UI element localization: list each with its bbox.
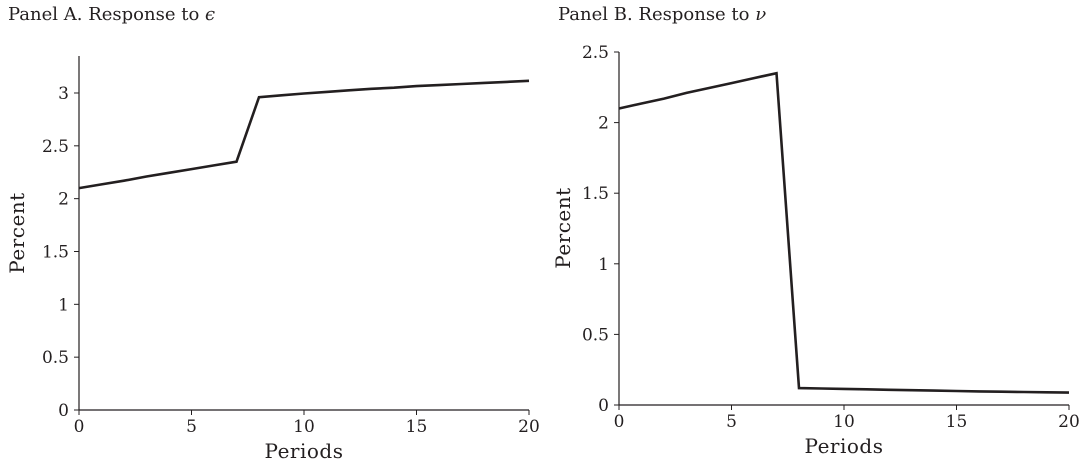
panel-b-x-tick-label: 20	[1058, 412, 1080, 432]
panel-b-series-line	[618, 71, 1070, 394]
panel-a-title: Panel A. Response to ϵ	[8, 4, 215, 25]
nu-symbol: ν	[755, 4, 767, 25]
panel-a-x-tick-label: 20	[518, 417, 540, 437]
panel-b-y-tick-label: 1	[598, 255, 609, 275]
panel-a-x-tick-label: 5	[186, 417, 197, 437]
panel-a-y-tick-label: 0	[58, 401, 69, 421]
epsilon-symbol: ϵ	[205, 4, 216, 25]
panel-b-x-tick-label: 0	[614, 412, 625, 432]
panel-a-x-tick-label: 10	[293, 417, 315, 437]
panel-a-y-tick-label: 0.5	[42, 348, 69, 368]
panel-b-title: Panel B. Response to ν	[558, 4, 766, 25]
panel-b-x-tick-label: 10	[833, 412, 855, 432]
panel-a-chart: 0 0.5 1 1.5 2 2.5 3 0 5 10 15 20 Periods Percent	[5, 56, 540, 463]
panel-b-y-tick-label: 2	[598, 114, 609, 134]
panel-a-y-axis-label: Percent	[5, 192, 29, 273]
panel-b-title-text: Panel B. Response to	[558, 4, 756, 25]
panel-b-x-axis-label: Periods	[805, 434, 884, 458]
panel-b-y-tick-label: 2.5	[582, 43, 609, 63]
panel-a-y-tick-label: 2	[58, 190, 69, 210]
panel-a-x-tick-label: 0	[74, 417, 85, 437]
panel-b-y-axis-label: Percent	[551, 187, 575, 268]
panel-a-x-tick-label: 15	[406, 417, 428, 437]
panel-a-series-line	[78, 79, 530, 190]
panel-b-y-tick-label: 0	[598, 396, 609, 416]
panel-b-x-tick-label: 5	[726, 412, 737, 432]
panel-b-y-tick-label: 0.5	[582, 325, 609, 345]
panel-a-y-tick-label: 2.5	[42, 137, 69, 157]
panel-b-x-tick-label: 15	[946, 412, 968, 432]
panel-a-y-tick-label: 3	[58, 84, 69, 104]
panel-b-chart: 0 0.5 1 1.5 2 2.5 0 5 10 15 20 Periods Percent	[551, 43, 1080, 458]
panel-a-x-axis-label: Periods	[265, 439, 344, 463]
panel-a-y-tick-label: 1	[58, 295, 69, 315]
panel-a-title-text: Panel A. Response to	[8, 4, 205, 25]
panel-b-y-tick-label: 1.5	[582, 184, 609, 204]
panel-a-y-tick-label: 1.5	[42, 242, 69, 262]
